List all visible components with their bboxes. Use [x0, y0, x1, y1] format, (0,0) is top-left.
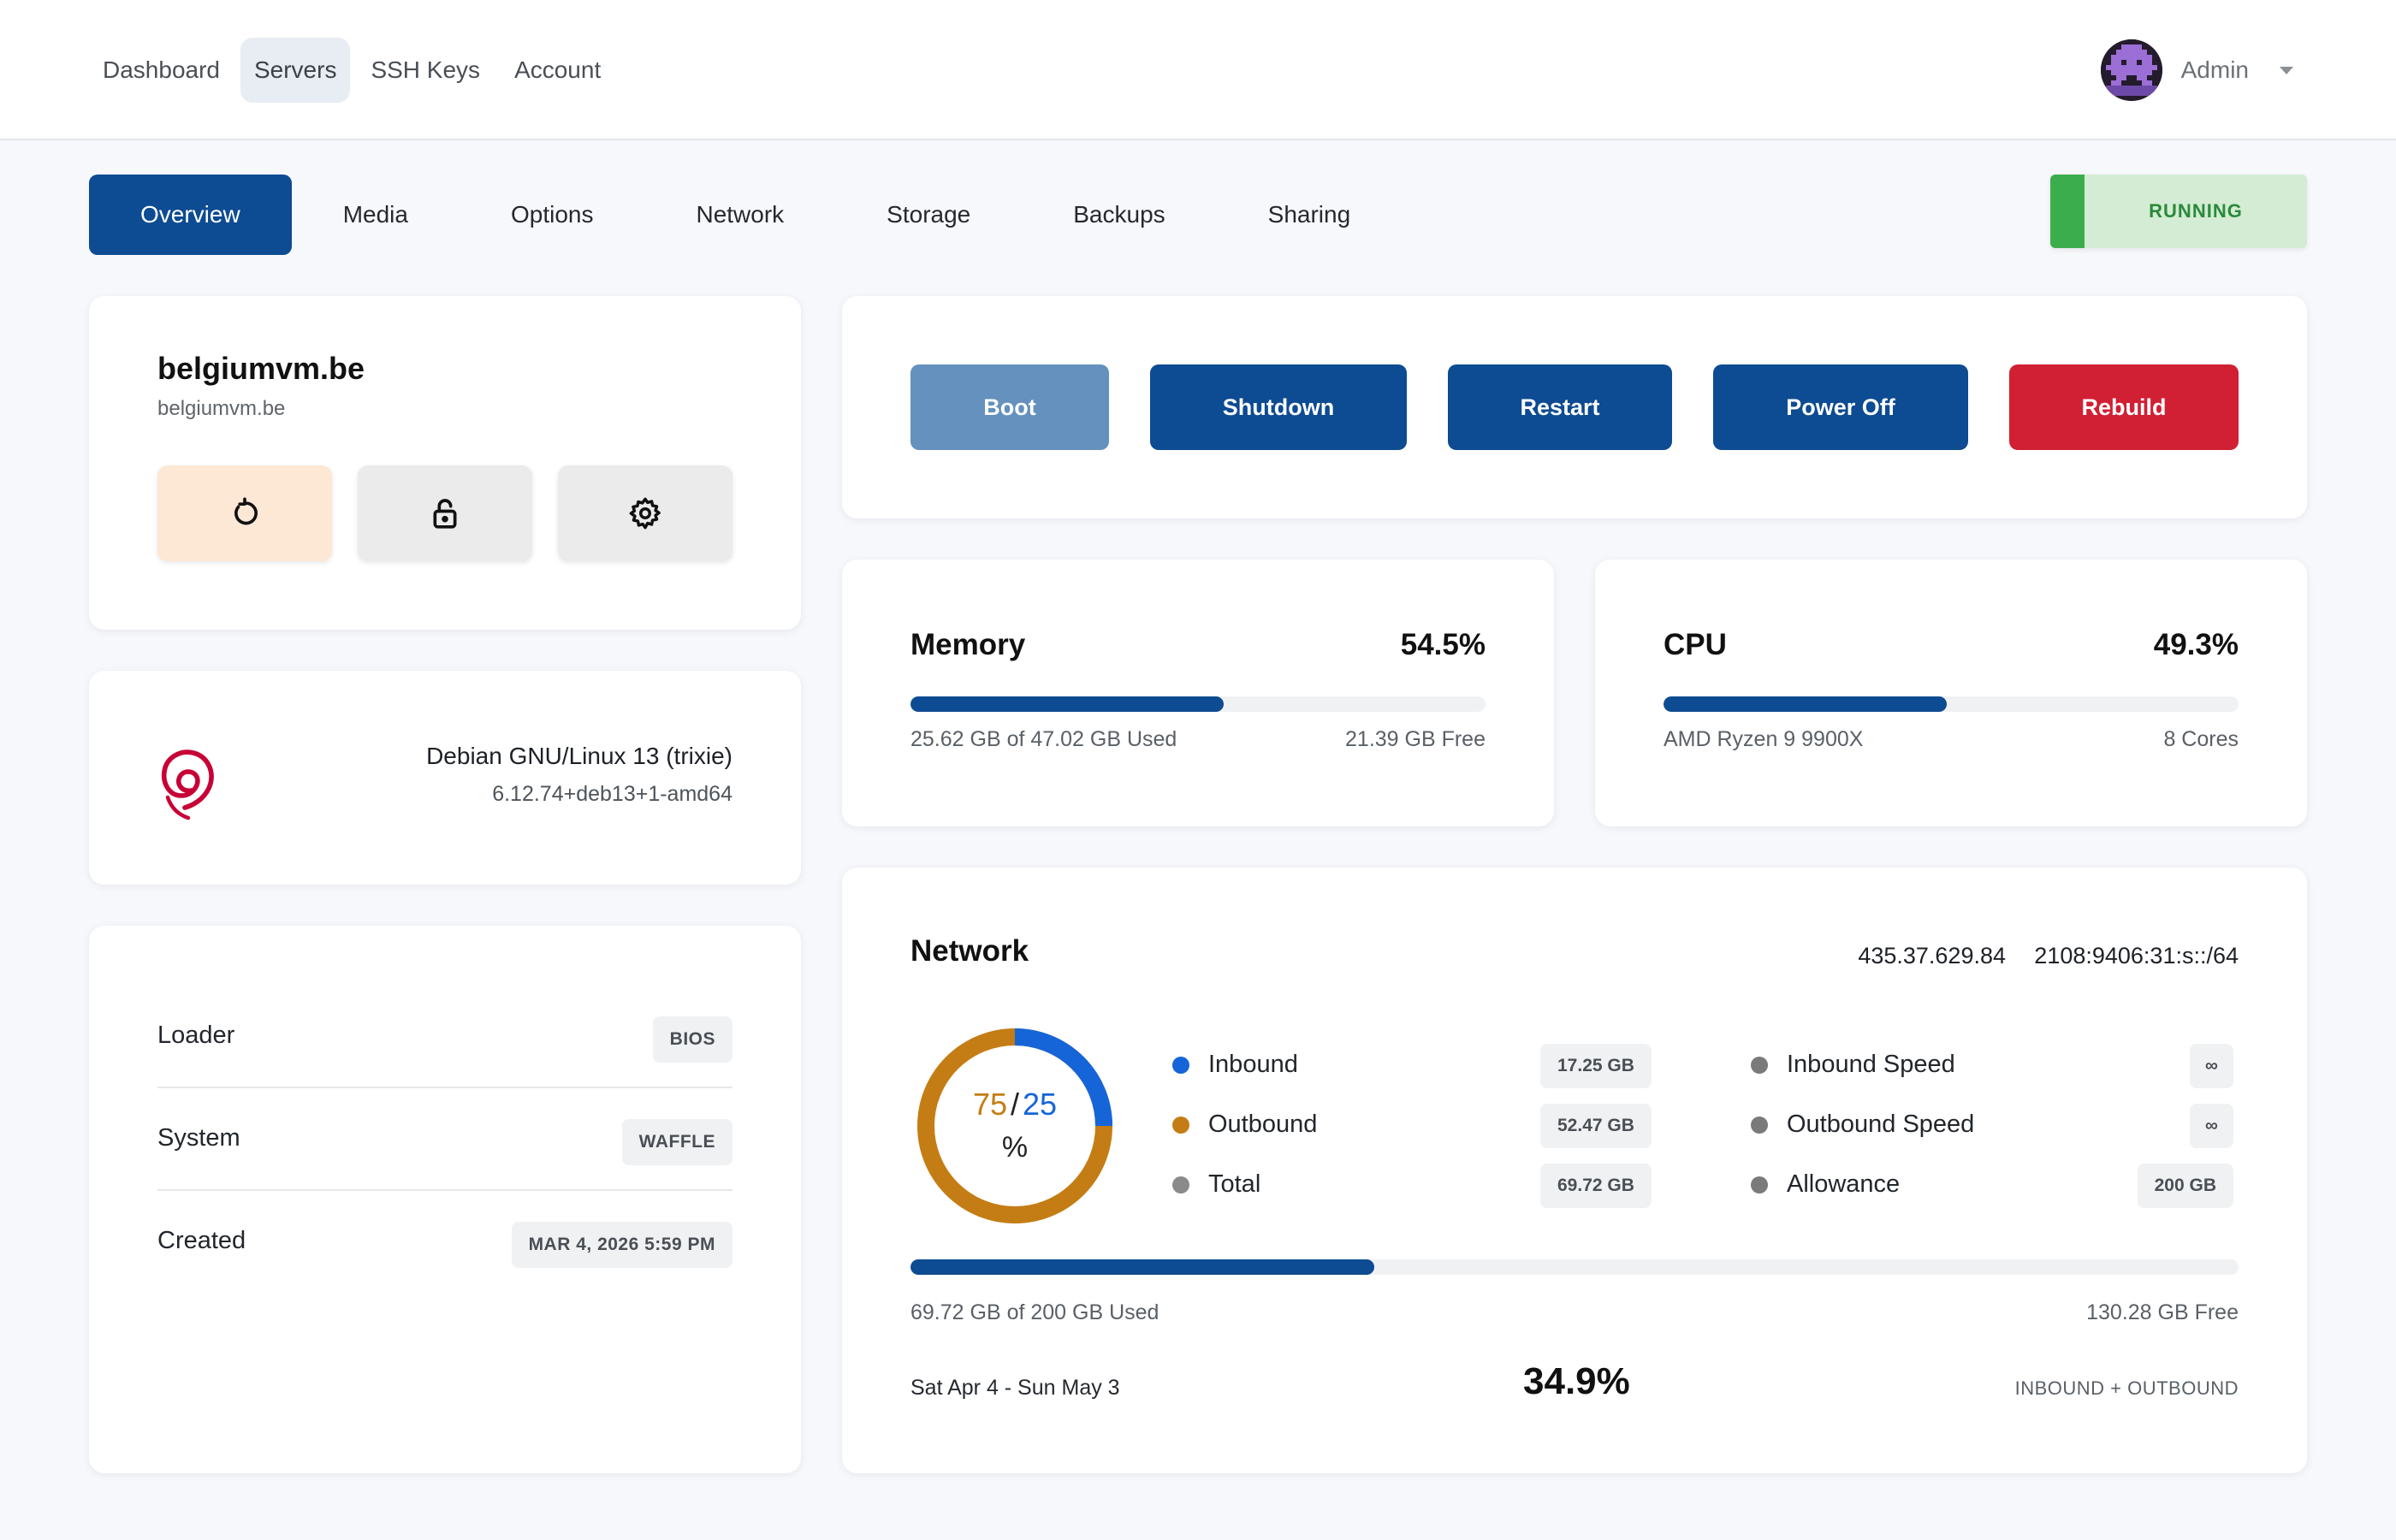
- memory-progress-fill: [910, 696, 1225, 712]
- lock-icon: [433, 499, 457, 529]
- info-card: Loader BIOS System WAFFLE Created MAR 4,…: [89, 926, 801, 1473]
- info-row-loader: Loader BIOS: [157, 986, 732, 1088]
- os-card: Debian GNU/Linux 13 (trixie) 6.12.74+deb…: [89, 671, 801, 885]
- user-name: Admin: [2180, 56, 2249, 83]
- donut-slash: /: [1010, 1087, 1019, 1122]
- legend-label: Outbound: [1208, 1111, 1318, 1138]
- status-indicator: [2050, 175, 2085, 248]
- boot-button[interactable]: Boot: [910, 364, 1109, 450]
- power-card: Boot Shutdown Restart Power Off Rebuild: [842, 296, 2307, 518]
- host-name: belgiumvm.be: [157, 351, 365, 386]
- nav-servers[interactable]: Servers: [240, 38, 351, 103]
- restart-button[interactable]: Restart: [1448, 364, 1672, 450]
- user-menu[interactable]: Admin: [2100, 38, 2293, 103]
- outbound-value: 52.47 GB: [1540, 1104, 1652, 1148]
- cpu-percent: 49.3%: [2153, 628, 2239, 661]
- main-nav: Dashboard Servers SSH Keys Account: [89, 38, 614, 103]
- ipv4-address: 435.37.629.84: [1858, 943, 2006, 968]
- memory-card: Memory 54.5% 25.62 GB of 47.02 GB Used 2…: [842, 560, 1554, 826]
- legend-dot: [1751, 1116, 1768, 1134]
- network-card: Network 435.37.629.84 2108:9406:31:s::/6…: [842, 868, 2307, 1473]
- tab-sharing[interactable]: Sharing: [1267, 201, 1351, 228]
- cpu-model: AMD Ryzen 9 9900X: [1664, 727, 1864, 751]
- traffic-donut: 75/25 %: [914, 1025, 1116, 1227]
- memory-title: Memory: [910, 628, 1026, 661]
- nav-ssh-keys[interactable]: SSH Keys: [371, 56, 481, 83]
- network-progress-bar: [910, 1259, 2239, 1275]
- info-label: Loader: [157, 1022, 235, 1049]
- host-card: belgiumvm.be belgiumvm.be: [89, 296, 801, 630]
- top-bar: Dashboard Servers SSH Keys Account Admin: [0, 0, 2396, 140]
- tab-options[interactable]: Options: [510, 201, 594, 228]
- ipv6-address: 2108:9406:31:s::/64: [2034, 943, 2239, 968]
- network-title: Network: [910, 934, 1029, 968]
- donut-inbound: 25: [1023, 1087, 1058, 1122]
- donut-outbound: 75: [972, 1087, 1007, 1122]
- network-usage-percent: 34.9%: [1523, 1360, 1630, 1402]
- memory-used: 25.62 GB of 47.02 GB Used: [910, 727, 1177, 751]
- legend-dot: [1172, 1116, 1189, 1134]
- billing-period: Sat Apr 4 - Sun May 3: [910, 1376, 1120, 1400]
- info-value-badge: BIOS: [652, 1016, 732, 1063]
- tab-overview[interactable]: Overview: [89, 175, 292, 255]
- legend-label: Inbound Speed: [1787, 1051, 1955, 1078]
- outbound-speed-value: ∞: [2190, 1104, 2233, 1148]
- info-value-badge: WAFFLE: [621, 1119, 732, 1165]
- legend-dot: [1172, 1176, 1189, 1194]
- nav-account[interactable]: Account: [514, 56, 602, 83]
- tab-network[interactable]: Network: [696, 201, 785, 228]
- gear-icon: [629, 497, 661, 530]
- host-subtitle: belgiumvm.be: [157, 397, 286, 420]
- chevron-down-icon: [2280, 66, 2293, 74]
- info-label: System: [157, 1124, 240, 1152]
- network-progress-fill: [910, 1259, 1374, 1275]
- legend-label: Inbound: [1208, 1051, 1298, 1078]
- lock-button[interactable]: [358, 465, 532, 561]
- usage-note: INBOUND + OUTBOUND: [2014, 1377, 2239, 1399]
- inbound-value: 17.25 GB: [1540, 1044, 1652, 1088]
- legend-label: Outbound Speed: [1787, 1111, 1975, 1138]
- network-used: 69.72 GB of 200 GB Used: [910, 1300, 1159, 1324]
- power-off-button[interactable]: Power Off: [1713, 364, 1968, 450]
- pixel-avatar-icon: [2100, 39, 2162, 101]
- reinstall-icon: [234, 497, 258, 525]
- info-row-created: Created MAR 4, 2026 5:59 PM: [157, 1191, 732, 1294]
- tab-media[interactable]: Media: [342, 201, 408, 228]
- server-tabs: Overview Media Options Network Storage B…: [89, 175, 1402, 255]
- memory-progress-bar: [910, 696, 1486, 712]
- network-free: 130.28 GB Free: [2086, 1300, 2239, 1324]
- allowance-value: 200 GB: [2137, 1164, 2233, 1208]
- kernel-version: 6.12.74+deb13+1-amd64: [492, 782, 732, 806]
- cpu-title: CPU: [1664, 628, 1727, 661]
- info-label: Created: [157, 1227, 246, 1254]
- legend-label: Allowance: [1787, 1170, 1901, 1198]
- nav-dashboard[interactable]: Dashboard: [103, 56, 220, 83]
- rebuild-button[interactable]: Rebuild: [2009, 364, 2239, 450]
- legend-dot: [1751, 1176, 1768, 1194]
- info-row-system: System WAFFLE: [157, 1088, 732, 1191]
- total-value: 69.72 GB: [1540, 1164, 1652, 1208]
- memory-percent: 54.5%: [1400, 628, 1486, 661]
- legend-dot: [1172, 1057, 1189, 1074]
- cpu-progress-fill: [1664, 696, 1948, 712]
- tab-storage[interactable]: Storage: [887, 201, 971, 228]
- inbound-speed-value: ∞: [2190, 1044, 2233, 1088]
- cpu-card: CPU 49.3% AMD Ryzen 9 9900X 8 Cores: [1595, 560, 2307, 826]
- reinstall-button[interactable]: [157, 465, 332, 561]
- shutdown-button[interactable]: Shutdown: [1150, 364, 1407, 450]
- cpu-cores: 8 Cores: [2163, 727, 2239, 751]
- status-badge: RUNNING: [2050, 175, 2307, 248]
- tab-backups[interactable]: Backups: [1073, 201, 1165, 228]
- status-label: RUNNING: [2149, 200, 2243, 222]
- settings-button[interactable]: [558, 465, 732, 561]
- info-value-badge: MAR 4, 2026 5:59 PM: [511, 1222, 732, 1268]
- debian-swirl-icon: [161, 749, 214, 820]
- cpu-progress-bar: [1664, 696, 2239, 712]
- legend-dot: [1751, 1057, 1768, 1074]
- donut-unit: %: [1001, 1131, 1029, 1164]
- os-name: Debian GNU/Linux 13 (trixie): [426, 743, 732, 769]
- legend-label: Total: [1208, 1170, 1261, 1198]
- memory-free: 21.39 GB Free: [1345, 727, 1486, 751]
